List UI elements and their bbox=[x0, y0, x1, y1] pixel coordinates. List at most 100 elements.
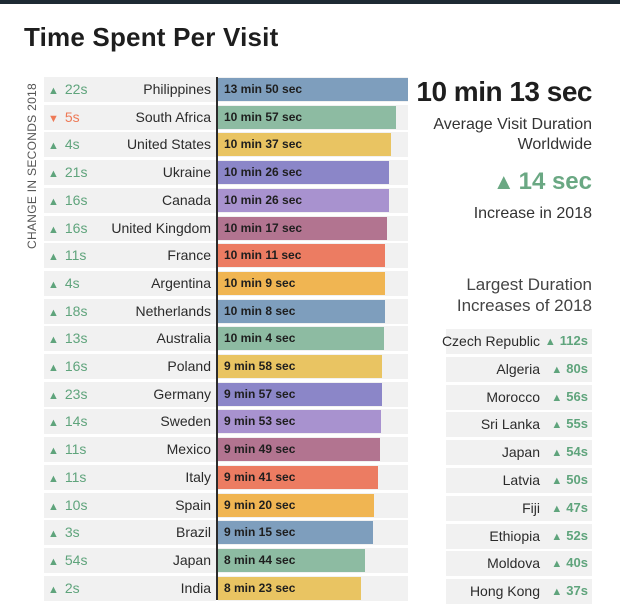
bar-value-label: 9 min 58 sec bbox=[224, 359, 296, 373]
country-label: Poland bbox=[167, 358, 211, 374]
top-band bbox=[0, 0, 620, 4]
row-background bbox=[44, 354, 216, 379]
largest-increase-country: Ethiopia bbox=[489, 527, 540, 544]
largest-increase-country: Fiji bbox=[522, 499, 540, 516]
bar: 8 min 44 sec bbox=[218, 548, 366, 572]
bar-value-label: 8 min 44 sec bbox=[224, 552, 296, 567]
country-label: Canada bbox=[161, 191, 211, 208]
bar-value-label: 8 min 23 sec bbox=[224, 580, 296, 595]
increase-value: ▲ 14 sec bbox=[493, 168, 592, 196]
largest-increase-row: Morocco ▲ 56s bbox=[446, 384, 592, 410]
change-value: ▲ 16s bbox=[48, 358, 87, 374]
chart-row: ▲ 10s Spain 9 min 20 sec bbox=[44, 492, 408, 518]
chart-row: ▲ 16s Poland 9 min 58 sec bbox=[44, 354, 408, 379]
change-value: ▲ 14s bbox=[48, 413, 87, 429]
country-label: Philippines bbox=[143, 81, 211, 97]
bar: 9 min 58 sec bbox=[218, 355, 383, 378]
bar: 9 min 57 sec bbox=[218, 382, 383, 406]
change-value: ▲ 21s bbox=[48, 164, 87, 180]
row-background bbox=[44, 326, 216, 352]
largest-increase-row: Latvia ▲ 50s bbox=[446, 468, 592, 493]
change-label: 5s bbox=[64, 108, 80, 125]
country-label: Ukraine bbox=[162, 164, 211, 181]
largest-increase-row: Ethiopia ▲ 52s bbox=[446, 523, 592, 549]
average-duration-label: Average Visit Duration Worldwide bbox=[433, 116, 592, 153]
bar: 10 min 26 sec bbox=[218, 161, 389, 185]
row-background bbox=[44, 77, 216, 102]
largest-increase-value: ▲ 40s bbox=[551, 555, 588, 570]
largest-increase-row: Moldova ▲ 40s bbox=[446, 551, 592, 577]
change-label: 11s bbox=[64, 468, 87, 485]
bar-value-label: 10 min 26 sec bbox=[224, 192, 303, 207]
bar: 10 min 26 sec bbox=[218, 188, 389, 212]
largest-increase-value: ▲ 37s bbox=[551, 583, 588, 598]
bar: 10 min 17 sec bbox=[218, 216, 387, 240]
largest-increase-row: Algeria ▲ 80s bbox=[446, 356, 592, 382]
bar-value-label: 9 min 41 sec bbox=[224, 469, 296, 484]
largest-increase-value: ▲ 55s bbox=[551, 416, 588, 431]
row-background bbox=[44, 437, 216, 463]
country-label: Sweden bbox=[160, 413, 211, 430]
largest-increase-value: ▲ 52s bbox=[551, 528, 588, 543]
change-value: ▲ 10s bbox=[48, 497, 87, 513]
bar: 10 min 57 sec bbox=[218, 105, 396, 129]
up-arrow-icon: ▲ bbox=[551, 447, 563, 460]
up-arrow-icon: ▲ bbox=[551, 530, 563, 543]
change-label: 16s bbox=[64, 358, 88, 374]
bar-value-label: 10 min 37 sec bbox=[224, 137, 303, 152]
up-arrow-icon: ▲ bbox=[551, 475, 563, 487]
largest-increase-value-text: 55s bbox=[566, 416, 588, 432]
change-label: 54s bbox=[64, 551, 88, 568]
chart-row: ▲ 14s Sweden 9 min 53 sec bbox=[44, 409, 408, 435]
change-label: 23s bbox=[64, 385, 88, 402]
country-label: Germany bbox=[153, 385, 211, 402]
bar-value-label: 10 min 26 sec bbox=[224, 165, 303, 180]
change-label: 13s bbox=[64, 330, 88, 347]
largest-increase-value-text: 37s bbox=[566, 583, 588, 599]
change-label: 11s bbox=[64, 247, 87, 264]
down-arrow-icon: ▼ bbox=[48, 112, 59, 125]
country-label: Argentina bbox=[151, 274, 211, 291]
change-value: ▲ 16s bbox=[48, 220, 87, 236]
chart-row: ▲ 3s Brazil 9 min 15 sec bbox=[44, 520, 408, 546]
bar: 9 min 15 sec bbox=[218, 521, 373, 545]
largest-increase-value: ▲ 54s bbox=[551, 444, 588, 459]
change-value: ▲ 4s bbox=[48, 136, 80, 152]
chart-row: ▲ 4s United States 10 min 37 sec bbox=[44, 132, 408, 158]
row-background bbox=[44, 409, 216, 435]
largest-increase-value: ▲ 56s bbox=[551, 389, 588, 404]
increase-label: Increase in 2018 bbox=[473, 205, 592, 222]
up-arrow-icon: ▲ bbox=[48, 472, 59, 485]
chart-row: ▲ 2s India 8 min 23 sec bbox=[44, 575, 408, 601]
up-arrow-icon: ▲ bbox=[48, 195, 59, 208]
largest-increase-value: ▲ 50s bbox=[551, 472, 588, 487]
chart-row: ▲ 16s United Kingdom 10 min 17 sec bbox=[44, 215, 408, 241]
up-arrow-icon: ▲ bbox=[48, 500, 59, 513]
change-label: 16s bbox=[64, 219, 88, 236]
change-value: ▲ 2s bbox=[48, 580, 80, 596]
bar-value-label: 9 min 57 sec bbox=[224, 386, 296, 401]
up-arrow-icon: ▲ bbox=[551, 391, 563, 404]
largest-increase-country: Sri Lanka bbox=[480, 416, 540, 433]
change-label: 14s bbox=[64, 413, 88, 430]
up-arrow-icon: ▲ bbox=[48, 334, 59, 347]
change-label: 3s bbox=[64, 524, 80, 541]
up-arrow-icon: ▲ bbox=[48, 168, 59, 181]
up-arrow-icon: ▲ bbox=[544, 336, 556, 348]
up-arrow-icon: ▲ bbox=[48, 306, 59, 319]
change-label: 4s bbox=[64, 136, 80, 153]
row-background bbox=[44, 243, 216, 269]
country-label: Italy bbox=[185, 468, 211, 485]
change-value: ▲ 4s bbox=[48, 275, 80, 291]
up-arrow-icon: ▲ bbox=[48, 389, 59, 402]
average-duration-value: 10 min 13 sec bbox=[416, 76, 592, 107]
largest-increase-country: Hong Kong bbox=[469, 583, 540, 600]
up-arrow-icon: ▲ bbox=[48, 583, 59, 596]
bar: 10 min 37 sec bbox=[218, 133, 392, 157]
largest-increases-title: Largest Duration Increases of 2018 bbox=[456, 275, 592, 315]
change-value: ▲ 11s bbox=[48, 441, 86, 457]
country-label: Mexico bbox=[166, 441, 211, 458]
chart-axis-line bbox=[216, 77, 218, 600]
bar-value-label: 10 min 57 sec bbox=[224, 109, 303, 124]
up-arrow-icon: ▲ bbox=[48, 362, 59, 374]
